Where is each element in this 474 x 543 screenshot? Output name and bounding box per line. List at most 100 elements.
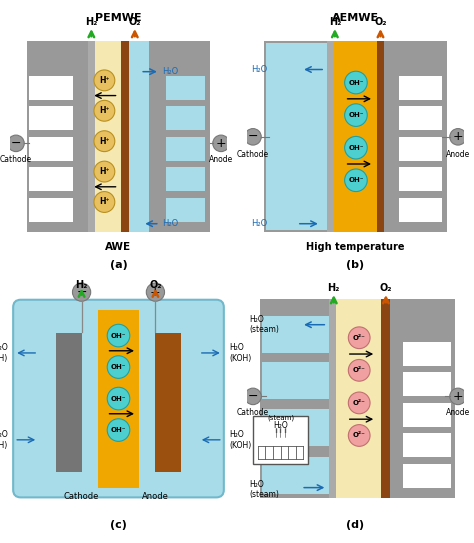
Circle shape — [107, 419, 130, 441]
Bar — [29, 137, 73, 161]
Bar — [388, 299, 456, 498]
Bar — [403, 342, 451, 366]
Bar — [334, 41, 378, 232]
Text: H₂: H₂ — [328, 283, 340, 293]
Bar — [403, 372, 451, 396]
Text: OH⁻: OH⁻ — [111, 427, 126, 433]
Bar — [403, 403, 451, 427]
Circle shape — [348, 359, 370, 381]
Bar — [29, 198, 73, 222]
Text: H₂: H₂ — [75, 280, 88, 290]
Bar — [382, 41, 447, 232]
Text: PEMWE: PEMWE — [95, 13, 142, 23]
Bar — [166, 106, 205, 130]
Bar — [27, 41, 88, 232]
Circle shape — [213, 135, 229, 151]
Text: ╿╿╿: ╿╿╿ — [273, 430, 288, 439]
Text: H⁺: H⁺ — [99, 198, 109, 206]
Text: O²⁻: O²⁻ — [353, 432, 365, 439]
Text: Cathode: Cathode — [64, 492, 99, 501]
Text: O²⁻: O²⁻ — [353, 334, 365, 341]
Bar — [403, 433, 451, 457]
Bar — [262, 457, 329, 494]
Bar — [29, 76, 73, 100]
Bar — [403, 464, 451, 488]
Text: O₂: O₂ — [128, 17, 141, 27]
Text: −: − — [11, 137, 21, 150]
Bar — [149, 41, 210, 232]
Bar — [166, 137, 205, 161]
Text: H₂: H₂ — [85, 17, 98, 27]
Circle shape — [450, 129, 466, 145]
Text: O²⁻: O²⁻ — [353, 400, 365, 406]
Circle shape — [345, 169, 367, 192]
Circle shape — [94, 100, 115, 121]
Circle shape — [245, 129, 261, 145]
Bar — [262, 316, 329, 353]
Text: −: − — [248, 390, 258, 403]
Bar — [381, 299, 390, 498]
Text: Anode: Anode — [142, 492, 169, 501]
Circle shape — [94, 131, 115, 151]
Text: H⁺: H⁺ — [99, 167, 109, 176]
Text: (d): (d) — [346, 520, 365, 530]
Bar — [266, 43, 327, 230]
Text: +: + — [453, 390, 463, 403]
Bar — [166, 167, 205, 191]
Text: H⁺: H⁺ — [99, 106, 109, 115]
Bar — [399, 167, 442, 191]
Circle shape — [94, 70, 115, 91]
Circle shape — [345, 104, 367, 127]
Text: −: − — [76, 286, 87, 299]
Text: H₂O: H₂O — [273, 421, 288, 430]
Bar — [88, 41, 134, 232]
FancyBboxPatch shape — [13, 300, 224, 497]
Circle shape — [73, 283, 91, 301]
Bar — [98, 310, 139, 488]
Bar — [327, 41, 334, 232]
Bar — [260, 299, 334, 498]
Text: Cathode: Cathode — [237, 150, 269, 159]
Bar — [329, 299, 337, 498]
Circle shape — [348, 392, 370, 414]
Text: H₂O
(KOH): H₂O (KOH) — [229, 343, 252, 363]
Text: AWE: AWE — [105, 242, 132, 252]
Text: +: + — [216, 137, 226, 150]
Text: H₂O
(KOH): H₂O (KOH) — [0, 430, 8, 450]
Text: O²⁻: O²⁻ — [353, 367, 365, 374]
Text: Cathode: Cathode — [0, 155, 32, 165]
Bar — [121, 41, 129, 232]
Bar — [337, 299, 382, 498]
Bar — [29, 106, 73, 130]
Circle shape — [8, 135, 24, 151]
Circle shape — [107, 387, 130, 410]
Bar — [166, 198, 205, 222]
Circle shape — [345, 136, 367, 159]
Text: H₂O: H₂O — [162, 219, 178, 228]
Circle shape — [94, 192, 115, 212]
Bar — [129, 41, 149, 232]
Circle shape — [348, 327, 370, 349]
Circle shape — [107, 324, 130, 347]
Text: H⁺: H⁺ — [99, 137, 109, 146]
Circle shape — [450, 388, 466, 405]
Text: OH⁻: OH⁻ — [348, 112, 364, 118]
Text: OH⁻: OH⁻ — [348, 177, 364, 184]
Bar — [399, 76, 442, 100]
Text: H₂: H₂ — [328, 17, 341, 27]
Text: Cathode: Cathode — [237, 408, 269, 418]
Circle shape — [245, 388, 261, 405]
Text: H⁺: H⁺ — [99, 76, 109, 85]
FancyBboxPatch shape — [254, 416, 308, 464]
Bar — [55, 333, 82, 472]
Text: H₂O: H₂O — [251, 65, 267, 74]
Text: (b): (b) — [346, 260, 365, 269]
Bar — [29, 167, 73, 191]
Bar — [262, 362, 329, 399]
Text: H₂O
(KOH): H₂O (KOH) — [0, 343, 8, 363]
Text: AEMWE: AEMWE — [332, 13, 379, 23]
Circle shape — [94, 161, 115, 182]
Circle shape — [345, 71, 367, 94]
Text: High temperature: High temperature — [306, 242, 405, 252]
Text: O₂: O₂ — [374, 17, 387, 27]
